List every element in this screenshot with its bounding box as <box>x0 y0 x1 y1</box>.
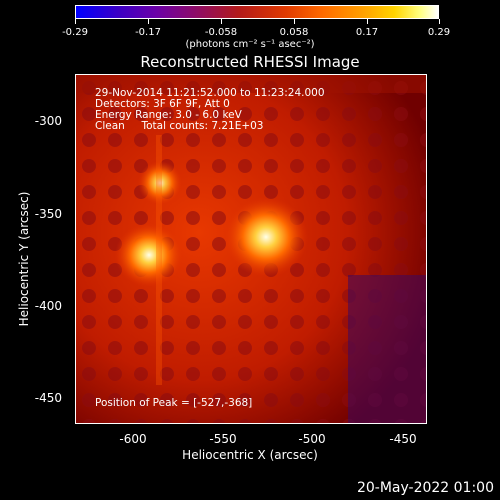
image-title: Reconstructed RHESSI Image <box>140 53 360 71</box>
annotation-energy-range: Energy Range: 3.0 - 6.0 keV <box>95 109 242 121</box>
annotation-detectors: Detectors: 3F 6F 9F, Att 0 <box>95 98 230 110</box>
colorbar-tick-mark <box>221 19 222 24</box>
x-tick-label: -500 <box>298 432 326 446</box>
colorbar-units: (photons cm⁻² s⁻¹ asec⁻²) <box>185 39 315 50</box>
emission-source-main <box>224 197 308 277</box>
colorbar-tick-label: 0.29 <box>427 27 451 38</box>
colorbar-tick-mark <box>294 19 295 24</box>
colorbar-tick-mark <box>75 19 76 24</box>
y-axis-label: Heliocentric Y (arcsec) <box>17 191 31 327</box>
x-tick-label: -450 <box>389 432 417 446</box>
rhessi-image <box>75 74 427 424</box>
emission-source-tertiary <box>138 161 182 205</box>
annotation-time-range: 29-Nov-2014 11:21:52.000 to 11:23:24.000 <box>95 87 325 99</box>
colorbar-tick-label: -0.17 <box>135 27 161 38</box>
annotation-peak-position: Position of Peak = [-527,-368] <box>95 397 253 409</box>
y-tick-label: -350 <box>34 207 62 221</box>
y-tick-label: -300 <box>34 114 62 128</box>
emission-source-secondary <box>115 223 183 287</box>
colorbar-tick-mark <box>367 19 368 24</box>
footer-date: 20-May-2022 01:00 <box>356 480 494 496</box>
colorbar-tick-label: 0.058 <box>279 27 309 38</box>
colorbar-tick-label: -0.058 <box>204 27 238 38</box>
x-tick-label: -600 <box>119 432 147 446</box>
rhessi-image-canvas <box>76 75 426 423</box>
y-tick-label: -450 <box>34 391 62 405</box>
x-axis-label: Heliocentric X (arcsec) <box>182 448 318 462</box>
colorbar <box>75 5 439 19</box>
x-tick-label: -550 <box>209 432 237 446</box>
annotation-counts: Clean Total counts: 7.21E+03 <box>95 120 264 132</box>
y-tick-label: -400 <box>34 299 62 313</box>
colorbar-tick-mark <box>439 19 440 24</box>
colorbar-tick-label: 0.17 <box>355 27 379 38</box>
colorbar-tick-label: -0.29 <box>62 27 88 38</box>
colorbar-tick-mark <box>148 19 149 24</box>
